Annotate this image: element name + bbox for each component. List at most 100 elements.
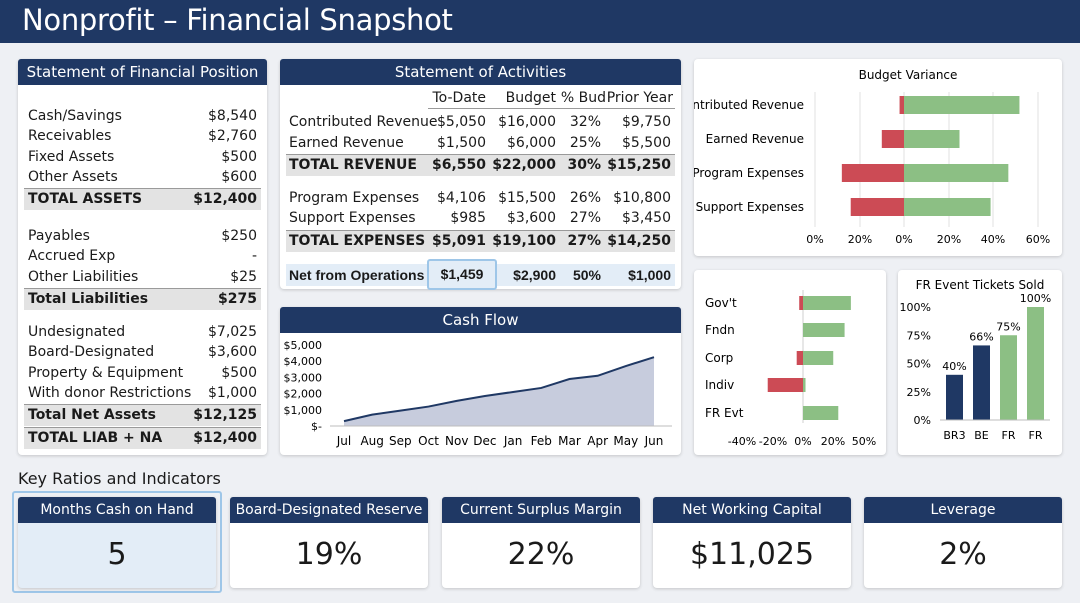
ratio-card-surplus[interactable]: Current Surplus Margin 22% xyxy=(442,497,640,588)
y-tick-label: 100% xyxy=(900,301,931,314)
variance-bar-negative xyxy=(881,130,904,148)
budget-variance-card: Budget Variance 0% 20% 0% 20% 40% 60% Contribut… xyxy=(677,59,1062,256)
ratio-card-reserve[interactable]: Board-Designated Reserve Ratio 19% xyxy=(230,497,428,588)
ratio-value: 19% xyxy=(295,537,363,572)
chart-title: FR Event Tickets Sold xyxy=(916,278,1045,292)
category-label: Indiv xyxy=(705,378,734,392)
position-row: Other Assets $600 xyxy=(28,169,257,185)
y-tick-label: $1,000 xyxy=(284,404,323,417)
variance-bar-negative xyxy=(799,296,803,310)
position-row: Cash/Savings $8,540 xyxy=(28,108,257,124)
y-tick-label: $2,000 xyxy=(284,388,323,401)
data-label: 40% xyxy=(942,360,966,373)
chart-title: Budget Variance xyxy=(859,68,958,82)
ratio-card-months-cash[interactable]: Months Cash on Hand 5 xyxy=(18,497,216,588)
tick-label: 20% xyxy=(937,233,961,246)
x-tick-label: Jan xyxy=(503,434,523,448)
category-label: Contributed Revenue xyxy=(694,98,804,112)
budget-variance-chart: Budget Variance 0% 20% 0% 20% 40% 60% Contribut… xyxy=(677,68,1051,246)
category-label: Earned Revenue xyxy=(706,132,804,146)
total-liabilities-row: Total Liabilities $275 xyxy=(24,288,261,310)
ticket-bar xyxy=(1027,307,1044,420)
y-tick-label: $- xyxy=(311,420,322,433)
source-variance-chart: Gov't Fndn Corp Indiv FR Evt -40% -20% 0% 20% 50% xyxy=(705,290,876,448)
ratios-heading: Key Ratios and Indicators xyxy=(18,469,221,488)
category-label: Corp xyxy=(705,351,733,365)
ratio-label: Net Working Capital xyxy=(653,497,851,523)
title-bar: Nonprofit – Financial Snapshot xyxy=(0,0,1080,43)
position-row: With donor Restrictions $1,000 xyxy=(28,385,257,401)
x-tick-label: BE xyxy=(974,429,989,442)
position-row: Fixed Assets $500 xyxy=(28,149,257,165)
position-row: Board-Designated $3,600 xyxy=(28,344,257,360)
category-label: Gov't xyxy=(705,296,737,310)
x-tick-label: Feb xyxy=(531,434,552,448)
tickets-card: FR Event Tickets Sold 0% 25% 50% 75% 100% 40% B… xyxy=(898,270,1062,455)
x-tick-label: Sep xyxy=(389,434,412,448)
total-liab-na-row: TOTAL LIAB + NA $12,400 xyxy=(24,427,261,449)
variance-bar-positive xyxy=(803,378,806,392)
ratio-card-working-capital[interactable]: Net Working Capital $11,025 xyxy=(653,497,851,588)
net-operations-to-date[interactable]: $1,459 xyxy=(427,259,497,290)
category-label: Program Expenses xyxy=(694,166,804,180)
variance-bar-negative xyxy=(850,198,904,216)
y-tick-label: 0% xyxy=(914,414,931,427)
variance-bar-negative xyxy=(796,351,803,365)
ratio-card-leverage[interactable]: Leverage 2% xyxy=(864,497,1062,588)
variance-bar-positive xyxy=(904,96,1020,114)
variance-bar-positive xyxy=(803,351,834,365)
position-row: Receivables $2,760 xyxy=(28,128,257,144)
category-label: FR Evt xyxy=(705,406,744,420)
column-header: To-Date xyxy=(432,90,486,106)
net-operations-row: Net from Operations $1,459 $2,900 50% $1… xyxy=(286,259,675,290)
variance-bar-positive xyxy=(904,198,991,216)
ratio-label: Board-Designated Reserve Ratio xyxy=(230,497,428,544)
total-revenue-row: TOTAL REVENUE $6,550 $22,000 30% $15,250 xyxy=(286,154,675,176)
x-tick-label: FR xyxy=(1029,429,1043,442)
column-header-rule xyxy=(428,108,675,109)
total-assets-row: TOTAL ASSETS $12,400 xyxy=(24,188,261,210)
x-tick-label: May xyxy=(613,434,638,448)
x-tick-label: Mar xyxy=(558,434,581,448)
x-tick-label: 50% xyxy=(852,435,876,448)
position-row: Undesignated $7,025 xyxy=(28,324,257,340)
y-tick-label: 50% xyxy=(907,358,931,371)
ticket-bar xyxy=(946,374,963,420)
position-row: Property & Equipment $500 xyxy=(28,365,257,381)
x-tick-label: -40% xyxy=(728,435,756,448)
ticket-bar xyxy=(1000,335,1017,420)
x-tick-label: Jun xyxy=(644,434,664,448)
ratio-label: Current Surplus Margin xyxy=(442,497,640,523)
data-label: 75% xyxy=(996,320,1020,333)
ticket-bar xyxy=(973,345,990,420)
data-label: 100% xyxy=(1020,292,1051,305)
x-tick-label: BR3 xyxy=(943,429,965,442)
position-row: Payables $250 xyxy=(28,228,257,244)
column-header: % Bud xyxy=(560,90,606,106)
ratio-highlight-frame xyxy=(12,491,222,593)
y-tick-label: 75% xyxy=(907,329,931,342)
x-tick-label: -20% xyxy=(759,435,787,448)
ratio-value: 2% xyxy=(939,537,987,572)
category-label: Fndn xyxy=(705,323,735,337)
x-tick-label: Oct xyxy=(418,434,439,448)
x-tick-label: Aug xyxy=(360,434,383,448)
variance-bar-positive xyxy=(904,164,1009,182)
tick-label: 40% xyxy=(981,233,1005,246)
y-tick-label: $4,000 xyxy=(284,355,323,368)
activities-card: Statement of Activities To-Date Budget %… xyxy=(280,59,681,290)
column-header: Budget xyxy=(505,90,556,106)
y-tick-label: $5,000 xyxy=(284,339,323,352)
variance-bar-positive xyxy=(904,130,960,148)
ratio-label: Leverage xyxy=(864,497,1062,523)
ratio-value: 5 xyxy=(107,537,127,572)
activities-header: Statement of Activities xyxy=(280,59,681,85)
category-label: Support Expenses xyxy=(696,200,804,214)
cash-flow-card: Cash Flow $- $1,000 $2,000 $3,000 $4,000 $5,0… xyxy=(280,307,681,455)
variance-bar-negative xyxy=(841,164,904,182)
financial-position-card: Statement of Financial Position Cash/Sav… xyxy=(18,59,267,455)
variance-bar-positive xyxy=(803,323,845,337)
y-tick-label: 25% xyxy=(907,386,931,399)
x-tick-label: 20% xyxy=(821,435,845,448)
tick-label: 0% xyxy=(806,233,823,246)
